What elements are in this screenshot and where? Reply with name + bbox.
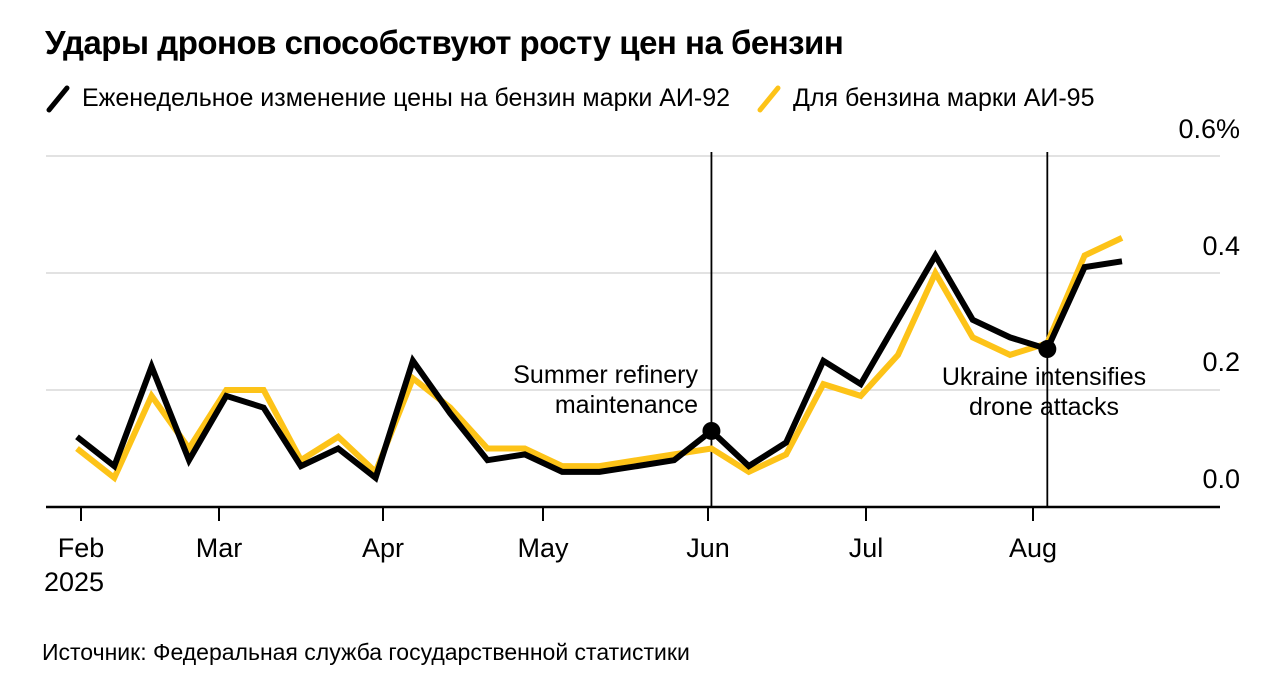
x-axis-label-feb: Feb bbox=[57, 533, 105, 563]
x-axis-label-mar: Mar bbox=[195, 533, 243, 563]
y-axis-label-0-6: 0.6% bbox=[1178, 114, 1240, 144]
event-dot bbox=[1038, 340, 1057, 359]
chart-title: Удары дронов способствуют росту цен на б… bbox=[45, 24, 844, 61]
legend-item-ai95: Для бензина марки АИ-95 bbox=[756, 84, 1094, 113]
event-dot bbox=[702, 421, 721, 440]
y-axis-label-0-4: 0.4 bbox=[1202, 231, 1240, 261]
x-axis-label-jun: Jun bbox=[686, 533, 730, 563]
x-axis-label-may: May bbox=[517, 533, 569, 563]
annotation-line-1: Ukraine intensifies bbox=[941, 363, 1147, 391]
y-axis-label-0-0: 0.0 bbox=[1202, 464, 1240, 494]
x-axis-label-aug: Aug bbox=[1008, 533, 1058, 563]
y-axis-label-0-2: 0.2 bbox=[1202, 347, 1240, 377]
x-axis-label-jul: Jul bbox=[848, 533, 884, 563]
annotation-line-2: maintenance bbox=[554, 391, 698, 419]
annotation-line-1: Summer refinery bbox=[513, 361, 698, 389]
x-axis-label-apr: Apr bbox=[361, 533, 405, 563]
legend-item-ai92: Еженедельное изменение цены на бензин ма… bbox=[45, 84, 730, 113]
annotation-ukraine-drone-attacks: Ukraine intensifies drone attacks bbox=[894, 362, 1194, 422]
annotation-summer-refinery-maintenance: Summer refinery maintenance bbox=[400, 360, 698, 420]
chart-legend: Еженедельное изменение цены на бензин ма… bbox=[45, 84, 1094, 113]
ai95-line-swatch-icon bbox=[757, 85, 781, 112]
series-ai-92 bbox=[75, 249, 1123, 483]
annotation-line-2: drone attacks bbox=[968, 393, 1120, 421]
x-axis-year-label: 2025 bbox=[44, 567, 105, 597]
legend-label-ai95: Для бензина марки АИ-95 bbox=[793, 84, 1095, 112]
series-ai-95 bbox=[75, 235, 1124, 483]
legend-label-ai92: Еженедельное изменение цены на бензин ма… bbox=[82, 84, 731, 112]
ai92-line-swatch-icon bbox=[46, 85, 70, 112]
source-text: Источник: Федеральная служба государстве… bbox=[42, 639, 690, 665]
